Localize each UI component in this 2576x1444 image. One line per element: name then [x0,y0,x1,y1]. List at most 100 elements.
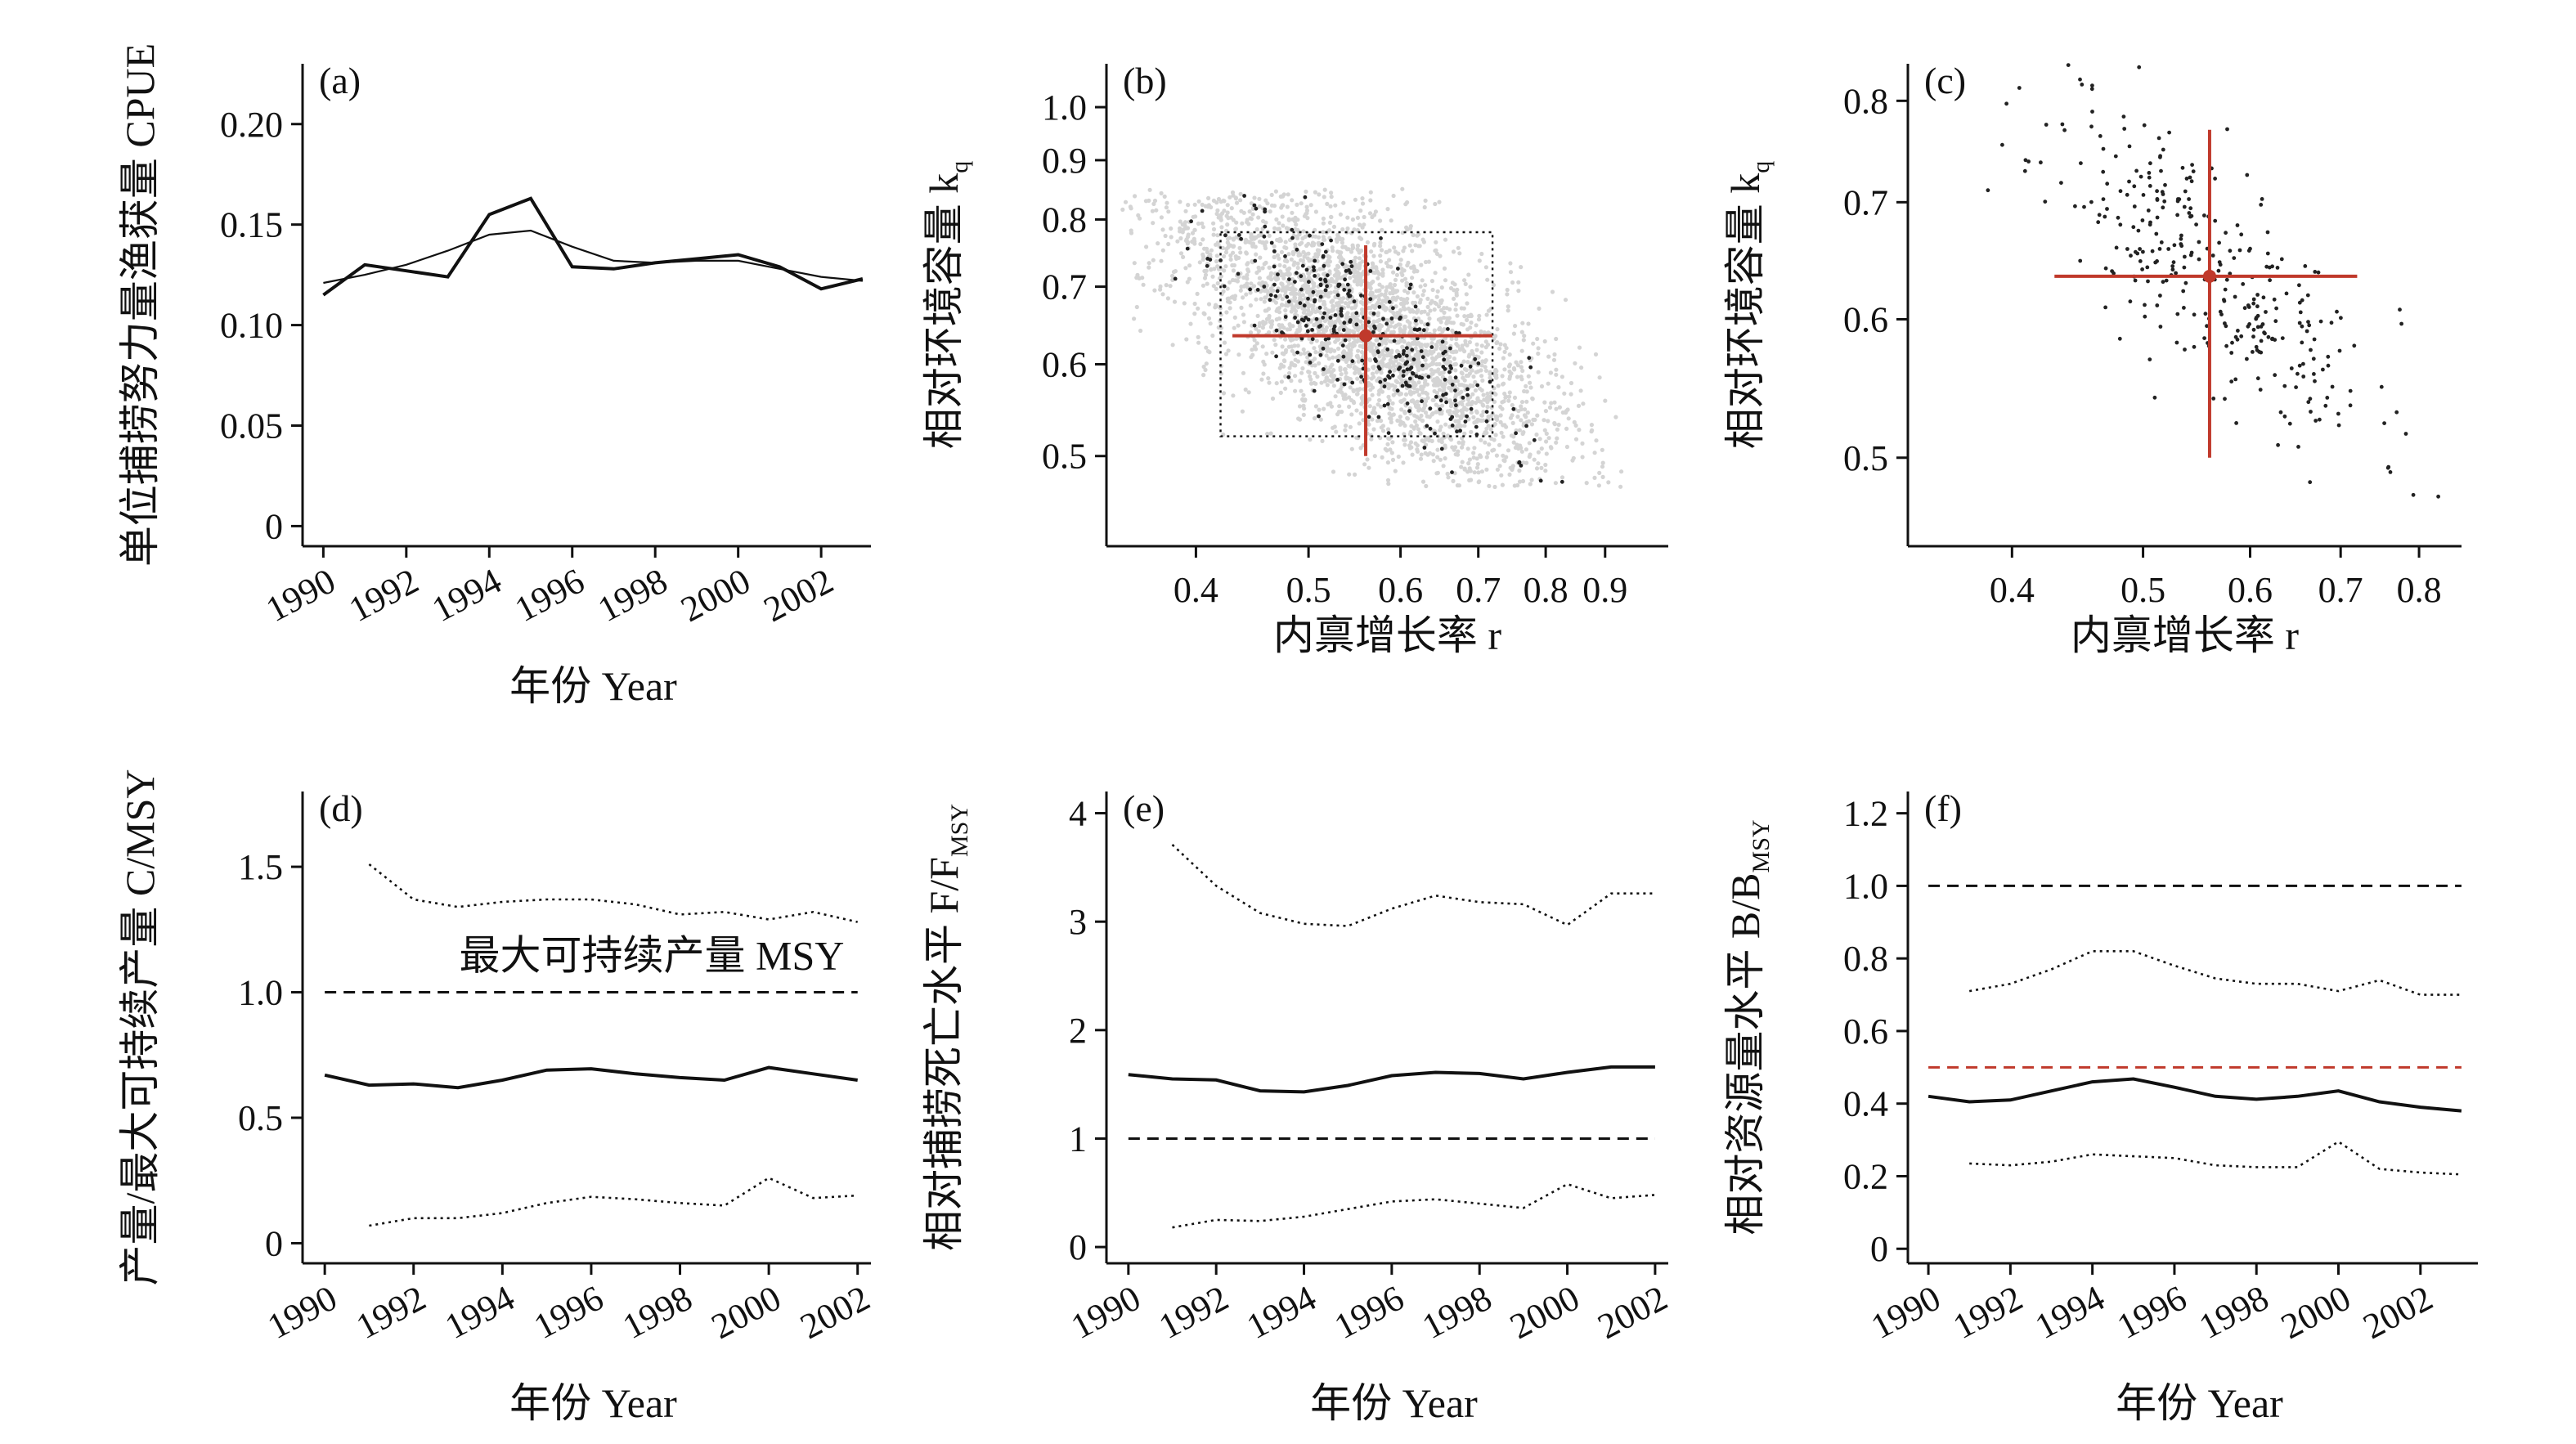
tested-pair-point [1484,312,1489,317]
tested-pair-point [1443,445,1447,451]
tested-pair-point [1519,360,1524,365]
tested-pair-point [1263,246,1268,251]
tested-pair-point [1405,296,1410,302]
viable-pair-point [1254,206,1259,211]
viable-pair-point [1433,431,1437,436]
tested-pair-point [1516,409,1521,414]
viable-pair-point [2326,363,2331,368]
viable-pair-point [2274,306,2279,311]
y-tick-label: 0.5 [1042,437,1087,477]
viable-pair-point [1298,301,1303,306]
tested-pair-point [1433,249,1438,253]
viable-pair-point [1421,328,1426,333]
tested-pair-point [1577,428,1582,433]
tested-pair-point [1290,324,1295,329]
tested-pair-point [1222,340,1227,345]
tested-pair-point [1417,392,1422,397]
tested-pair-point [1546,436,1551,441]
tested-pair-point [1358,282,1363,287]
viable-pair-point [2300,298,2304,303]
tested-pair-point [1449,321,1454,325]
viable-pair-point [1377,305,1382,309]
panel-label: (c) [1924,60,1966,101]
panel-label: (e) [1123,787,1165,829]
tested-pair-point [1197,260,1202,265]
tested-pair-point [1356,359,1361,364]
tested-pair-point [1290,198,1295,203]
tested-pair-point [1356,248,1361,253]
viable-pair-point [1376,415,1381,419]
tested-pair-point [1531,341,1536,346]
tested-pair-point [1245,267,1250,272]
viable-pair-point [2308,397,2313,401]
tested-pair-point [1346,304,1351,309]
viable-pair-point [1263,224,1268,229]
tested-pair-point [1435,419,1440,424]
viable-pair-point [1463,419,1468,424]
tested-pair-point [1459,464,1464,469]
viable-pair-point [1269,240,1274,245]
tested-pair-point [1186,203,1191,208]
viable-pair-point [1383,378,1388,382]
tested-pair-point [1479,469,1484,474]
tested-pair-point [1556,385,1561,390]
viable-pair-point [2089,200,2094,204]
tested-pair-point [1254,297,1259,302]
viable-pair-point [2247,322,2252,326]
viable-pair-point [1293,316,1297,320]
tested-pair-point [1429,438,1434,444]
viable-pair-point [2261,295,2266,300]
viable-pair-point [2026,159,2031,164]
tested-pair-point [1510,402,1515,408]
tested-pair-point [1186,234,1191,240]
tested-pair-point [1279,379,1284,384]
viable-pair-point [1253,258,1258,263]
tested-pair-point [1484,467,1489,472]
tested-pair-point [1420,390,1425,395]
panel-c: 0.50.60.70.80.4 0.5 0.6 0.7 0.8(c)内禀增长率 r相对环… [1722,60,2462,658]
tested-pair-point [1400,231,1405,235]
tested-pair-point [1331,304,1336,309]
tested-pair-point [1508,415,1513,420]
tested-pair-point [1502,349,1507,354]
viable-pair-point [2187,197,2192,201]
tested-pair-point [1470,392,1475,397]
tested-pair-point [1385,478,1391,482]
tested-pair-point [1593,352,1599,357]
viable-pair-point [2348,403,2353,408]
viable-pair-point [2379,384,2384,389]
tested-pair-point [1263,321,1268,325]
tested-pair-point [1470,361,1474,365]
tested-pair-point [1491,283,1497,288]
tested-pair-point [1377,418,1383,423]
viable-pair-point [1391,373,1395,378]
viable-pair-point [2255,325,2260,330]
tested-pair-point [1326,401,1331,407]
tested-pair-point [1465,360,1470,365]
tested-pair-point [1347,472,1352,477]
viable-pair-point [1473,357,1478,361]
viable-pair-point [2110,269,2115,273]
tested-pair-point [1460,343,1465,348]
viable-pair-point [1318,352,1323,357]
tested-pair-point [1460,371,1465,376]
tested-pair-point [1367,397,1372,401]
tested-pair-point [1528,452,1533,457]
x-tick-label: 1992 [1946,1278,2029,1348]
tested-pair-point [1305,216,1310,221]
tested-pair-point [1299,258,1304,262]
tested-pair-point [1273,189,1278,194]
viable-pair-point [1450,424,1455,428]
viable-pair-point [2080,83,2085,87]
y-tick-label: 0.7 [1843,182,1888,222]
tested-pair-point [1438,457,1443,462]
x-tick-label: 0.8 [2397,570,2442,610]
tested-pair-point [1272,226,1277,231]
tested-pair-point [1442,327,1447,332]
viable-pair-point [2273,373,2278,378]
tested-pair-point [1543,462,1548,468]
viable-pair-point [2134,168,2139,173]
viable-pair-point [2260,322,2265,326]
tested-pair-point [1301,249,1306,254]
tested-pair-point [1398,262,1402,267]
